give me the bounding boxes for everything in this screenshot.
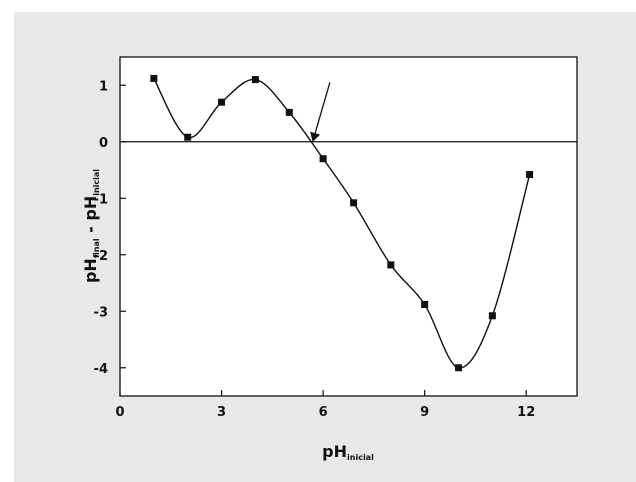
y-tick-label: 1 [99,79,108,94]
y-tick-label: 0 [99,136,108,151]
data-point [526,171,534,179]
y-tick-label: -2 [94,249,108,264]
data-point [150,74,158,82]
x-tick-label: 9 [420,405,429,420]
annotation-arrow [310,82,331,142]
y-tick-label: -4 [94,362,108,377]
y-axis-title-subscript: final [92,238,101,258]
x-tick-label: 12 [517,405,535,420]
x-tick-label: 3 [217,405,226,420]
data-point [251,76,259,84]
x-tick-label: 0 [115,405,124,420]
annotation-layer [310,82,331,142]
y-axis-title: pHfinal - pHinicial [81,169,101,283]
y-axis-title-part: - pH [81,196,100,239]
data-point [319,155,327,163]
x-tick-label: 6 [319,405,328,420]
x-axis-title: pHinicial [322,442,374,462]
data-point [387,261,395,269]
data-point [455,364,463,372]
data-point [350,199,358,207]
data-point [218,98,226,106]
data-point [184,133,192,141]
marker-layer [150,74,534,372]
y-tick-label: -3 [94,305,108,320]
y-tick-label: -1 [94,192,108,207]
data-point [285,108,293,116]
y-axis-title-part: pH [81,258,100,283]
y-axis-title-subscript: inicial [92,169,101,196]
data-point [488,312,496,320]
plot-area [119,56,578,397]
data-point [421,300,429,308]
